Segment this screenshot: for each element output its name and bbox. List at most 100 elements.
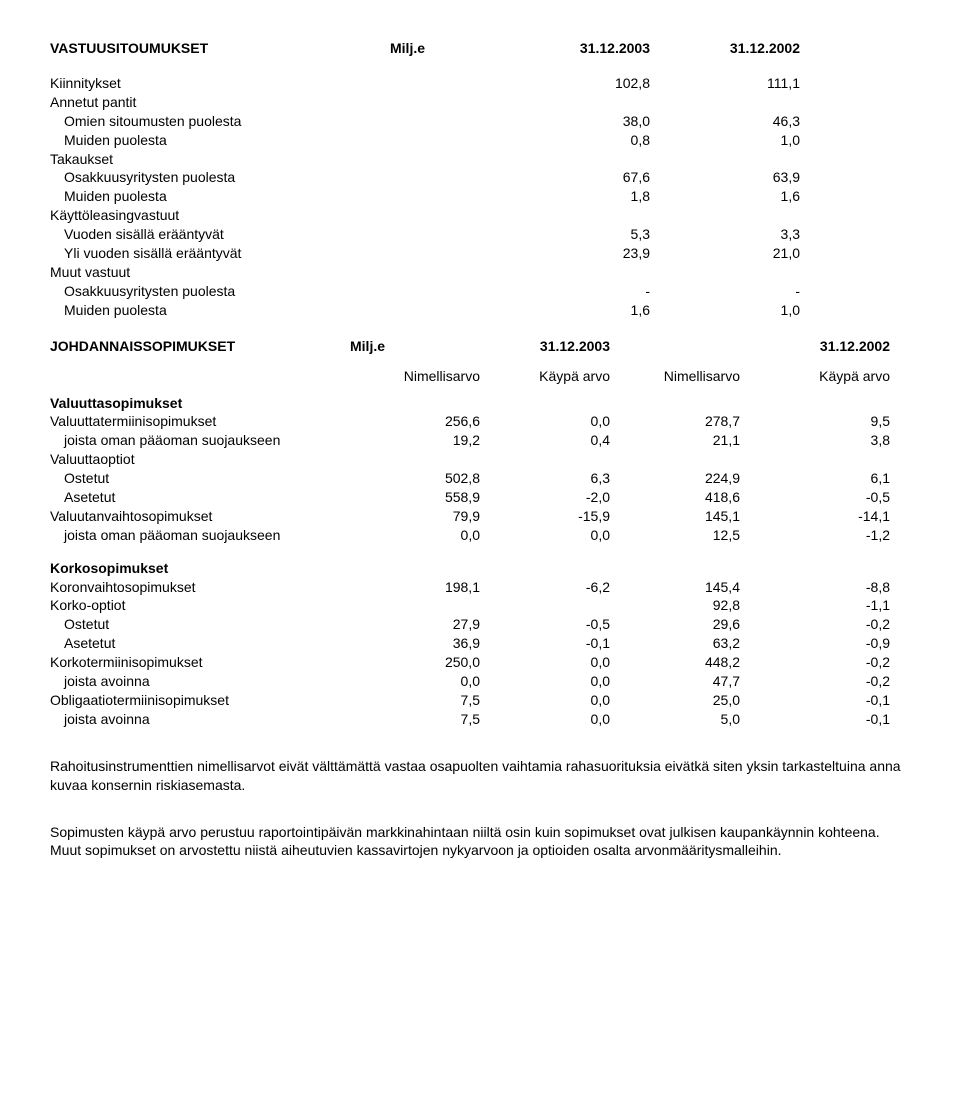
row-label: Yli vuoden sisällä erääntyvät: [50, 244, 390, 263]
row-value: 0,0: [480, 412, 610, 431]
table-row: Ostetut27,9-0,529,6-0,2: [50, 615, 910, 634]
row-value: 79,9: [350, 507, 480, 526]
row-value: 46,3: [650, 112, 800, 131]
row-value: 502,8: [350, 469, 480, 488]
row-value: 67,6: [520, 168, 650, 187]
row-value: 1,6: [650, 187, 800, 206]
row-value: -0,2: [740, 653, 890, 672]
row-value: -1,1: [740, 596, 890, 615]
table-row: Käyttöleasingvastuut: [50, 206, 910, 225]
row-label: joista oman pääoman suojaukseen: [50, 431, 350, 450]
row-label: Valuuttatermiinisopimukset: [50, 412, 350, 431]
table-row: Muiden puolesta1,61,0: [50, 301, 910, 320]
row-value: -0,2: [740, 615, 890, 634]
row-label: Korko-optiot: [50, 596, 350, 615]
row-value: [480, 559, 610, 578]
row-label: Muiden puolesta: [50, 187, 390, 206]
row-label: Korkotermiinisopimukset: [50, 653, 350, 672]
table-row: Vuoden sisällä erääntyvät5,33,3: [50, 225, 910, 244]
row-label: Ostetut: [50, 615, 350, 634]
table-row: Valuutanvaihtosopimukset79,9-15,9145,1-1…: [50, 507, 910, 526]
row-value: 5,3: [520, 225, 650, 244]
row-value: -2,0: [480, 488, 610, 507]
row-value: 92,8: [610, 596, 740, 615]
row-value: [650, 150, 800, 169]
row-value: 25,0: [610, 691, 740, 710]
table-row: Obligaatiotermiinisopimukset7,50,025,0-0…: [50, 691, 910, 710]
row-value: 63,2: [610, 634, 740, 653]
section1-body: Kiinnitykset102,8111,1Annetut pantitOmie…: [50, 74, 910, 320]
row-value: 256,6: [350, 412, 480, 431]
table-row: Valuuttaoptiot: [50, 450, 910, 469]
row-value: 63,9: [650, 168, 800, 187]
row-value: -0,9: [740, 634, 890, 653]
table-row: Omien sitoumusten puolesta 38,046,3: [50, 112, 910, 131]
section2-subheader: Nimellisarvo Käypä arvo Nimellisarvo Käy…: [50, 368, 910, 384]
row-value: 27,9: [350, 615, 480, 634]
row-value: [650, 93, 800, 112]
row-value: 0,4: [480, 431, 610, 450]
row-value: [650, 263, 800, 282]
table-row: Korkotermiinisopimukset250,00,0448,2-0,2: [50, 653, 910, 672]
row-value: 29,6: [610, 615, 740, 634]
row-value: 36,9: [350, 634, 480, 653]
row-label: Osakkuusyritysten puolesta: [50, 282, 390, 301]
subheader-4: Käypä arvo: [740, 368, 890, 384]
row-value: [520, 263, 650, 282]
row-label: Valuuttaoptiot: [50, 450, 350, 469]
row-value: 7,5: [350, 691, 480, 710]
table-row: joista avoinna0,00,047,7-0,2: [50, 672, 910, 691]
table-row: Muiden puolesta1,81,6: [50, 187, 910, 206]
section2-title: JOHDANNAISSOPIMUKSET: [50, 338, 350, 354]
row-value: 418,6: [610, 488, 740, 507]
row-value: 6,3: [480, 469, 610, 488]
row-value: 12,5: [610, 526, 740, 545]
table-row: Korkosopimukset: [50, 559, 910, 578]
footnote-2: Sopimusten käypä arvo perustuu raportoin…: [50, 823, 910, 861]
table-row: Annetut pantit: [50, 93, 910, 112]
row-label: Valuutanvaihtosopimukset: [50, 507, 350, 526]
row-label: Muiden puolesta: [50, 131, 390, 150]
row-value: 19,2: [350, 431, 480, 450]
table-row: joista avoinna7,50,05,0-0,1: [50, 710, 910, 729]
table-row: Asetetut558,9-2,0418,6-0,5: [50, 488, 910, 507]
row-value: 145,4: [610, 578, 740, 597]
row-value: -15,9: [480, 507, 610, 526]
section2-spacer-col: [610, 338, 740, 354]
row-value: 250,0: [350, 653, 480, 672]
row-value: 0,0: [480, 526, 610, 545]
row-label: Obligaatiotermiinisopimukset: [50, 691, 350, 710]
table-row: Korko-optiot 92,8-1,1: [50, 596, 910, 615]
row-value: [520, 206, 650, 225]
row-value: [740, 450, 890, 469]
row-label: Omien sitoumusten puolesta: [50, 112, 390, 131]
section1-title: VASTUUSITOUMUKSET: [50, 40, 390, 56]
subheader-1: Nimellisarvo: [350, 368, 480, 384]
table-row: Ostetut502,86,3224,96,1: [50, 469, 910, 488]
row-value: [480, 596, 610, 615]
row-value: [610, 450, 740, 469]
row-value: [350, 596, 480, 615]
row-value: 7,5: [350, 710, 480, 729]
row-value: 278,7: [610, 412, 740, 431]
row-value: -1,2: [740, 526, 890, 545]
row-value: 102,8: [520, 74, 650, 93]
row-label: joista avoinna: [50, 710, 350, 729]
table-row: Asetetut36,9-0,163,2-0,9: [50, 634, 910, 653]
table-row: Koronvaihtosopimukset198,1-6,2145,4-8,8: [50, 578, 910, 597]
row-value: 0,0: [480, 672, 610, 691]
row-label: Asetetut: [50, 634, 350, 653]
row-value: -: [520, 282, 650, 301]
row-value: 1,0: [650, 131, 800, 150]
row-value: 38,0: [520, 112, 650, 131]
row-value: [480, 450, 610, 469]
row-value: 0,0: [480, 653, 610, 672]
row-label: Valuuttasopimukset: [50, 394, 350, 413]
row-value: -8,8: [740, 578, 890, 597]
table-row: Osakkuusyritysten puolesta--: [50, 282, 910, 301]
row-value: [350, 450, 480, 469]
section1-col2: 31.12.2002: [650, 40, 800, 56]
section2-header: JOHDANNAISSOPIMUKSET Milj.e 31.12.2003 3…: [50, 338, 910, 354]
footnote-1: Rahoitusinstrumenttien nimellisarvot eiv…: [50, 757, 910, 795]
row-value: [350, 559, 480, 578]
